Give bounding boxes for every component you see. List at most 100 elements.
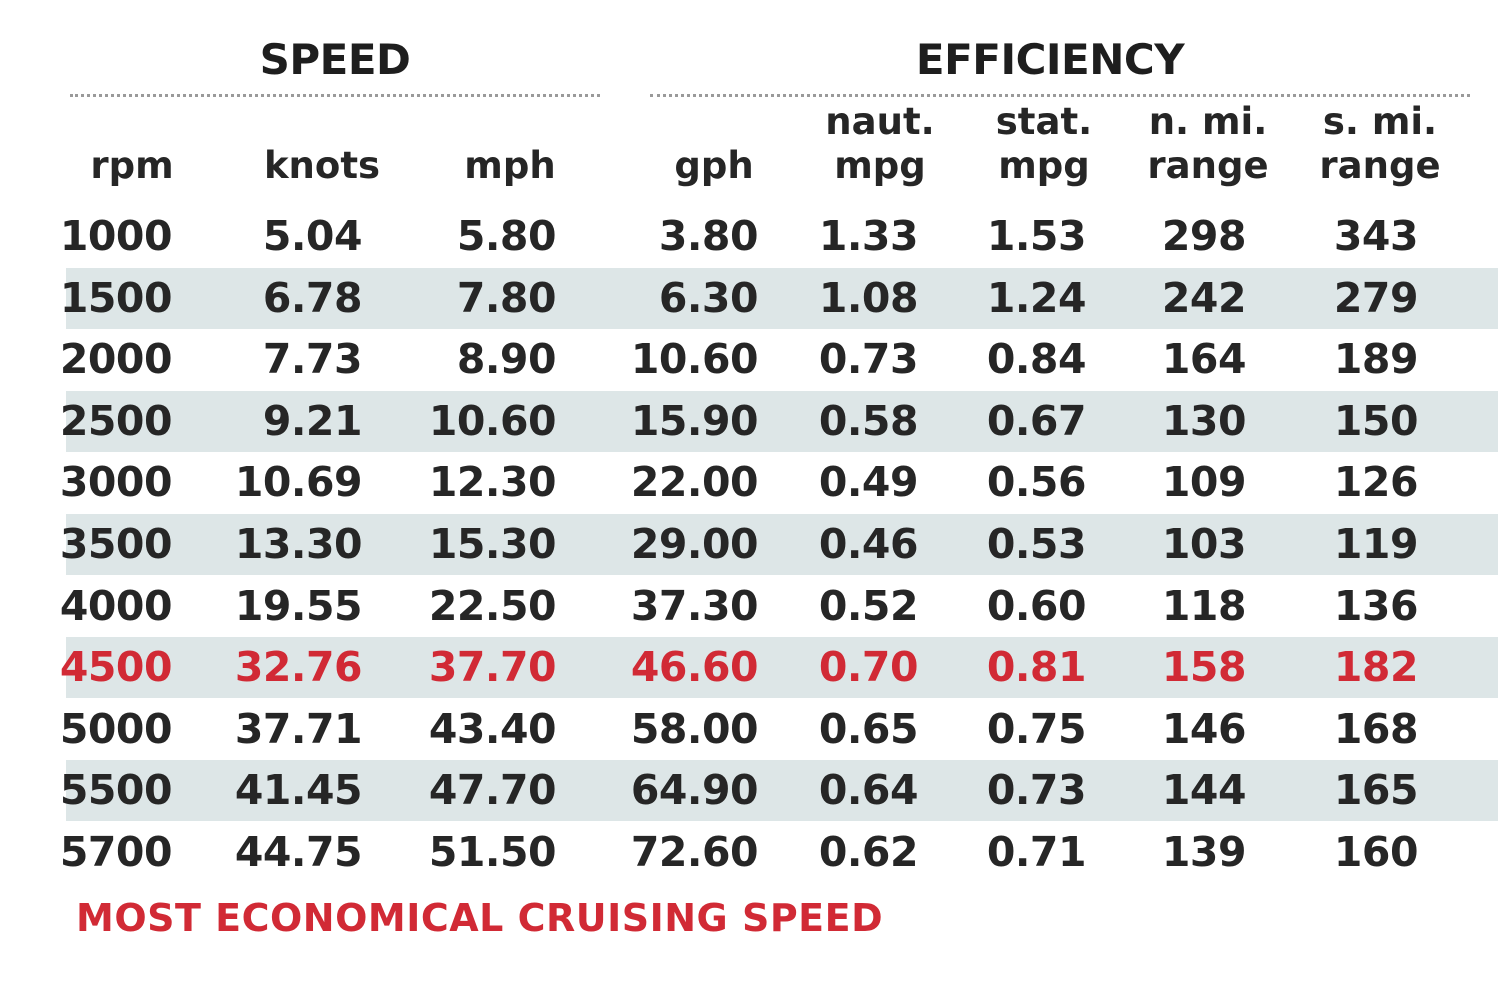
table-cell: 7.73 [262,335,363,383]
table-row: 5000 37.71 43.40 58.00 0.65 0.75 146 168 [60,699,1498,760]
table-cell: 4000 [59,582,173,630]
table-cell: 43.40 [428,705,557,753]
footnote: MOST ECONOMICAL CRUISING SPEED [76,896,884,940]
table-cell: 118 [1161,582,1247,630]
efficiency-group-title: EFFICIENCY [915,35,1185,84]
table-cell: 4500 [59,643,173,691]
table-row: 1500 6.78 7.80 6.30 1.08 1.24 242 279 [60,268,1498,329]
table-cell: 144 [1161,766,1247,814]
table-cell: 19.55 [234,582,363,630]
table-cell: 10.60 [428,397,557,445]
column-header-line1: naut. [825,100,935,143]
table-cell: 126 [1333,458,1419,506]
table-cell: 0.52 [818,582,919,630]
table-cell: 5.04 [262,212,363,260]
table-cell: 15.30 [428,520,557,568]
column-header-line2: gph [674,144,754,187]
table-cell: 72.60 [630,828,759,876]
table-cell: 1.24 [986,274,1087,322]
table-row: 2500 9.21 10.60 15.90 0.58 0.67 130 150 [60,391,1498,452]
table-cell: 242 [1161,274,1247,322]
table-cell: 1.08 [818,274,919,322]
efficiency-group-divider [650,94,1470,97]
table-cell: 0.65 [818,705,919,753]
table-cell: 139 [1161,828,1247,876]
table-cell: 165 [1333,766,1419,814]
table-cell: 22.00 [630,458,759,506]
speed-group-divider [70,94,600,97]
table-cell: 158 [1161,643,1247,691]
table-cell: 0.62 [818,828,919,876]
table-cell: 12.30 [428,458,557,506]
table-cell: 47.70 [428,766,557,814]
table-cell: 103 [1161,520,1247,568]
table-cell: 0.64 [818,766,919,814]
column-header-line1: s. mi. [1322,100,1438,143]
table-cell: 0.56 [986,458,1087,506]
table-cell: 279 [1333,274,1419,322]
table-row: 5500 41.45 47.70 64.90 0.64 0.73 144 165 [60,760,1498,821]
table-cell: 343 [1333,212,1419,260]
table-row: 3000 10.69 12.30 22.00 0.49 0.56 109 126 [60,452,1498,513]
table-cell: 58.00 [630,705,759,753]
table-cell: 9.21 [262,397,363,445]
table-cell: 1500 [59,274,173,322]
column-header: gph [624,100,804,188]
table-cell: 0.75 [986,705,1087,753]
column-header-line2: mph [464,144,556,187]
table-cell: 1.53 [986,212,1087,260]
table-cell: 41.45 [234,766,363,814]
table-cell: 160 [1333,828,1419,876]
column-header: rpm [42,100,222,188]
table-cell: 10.69 [234,458,363,506]
column-header: knots [232,100,412,188]
column-header: mph [420,100,600,188]
column-header-line1 [42,100,222,144]
table-cell: 15.90 [630,397,759,445]
table-cell: 64.90 [630,766,759,814]
table-cell: 13.30 [234,520,363,568]
table-cell: 32.76 [234,643,363,691]
table-cell: 6.30 [658,274,759,322]
table-row: 1000 5.04 5.80 3.80 1.33 1.53 298 343 [60,206,1498,267]
table-cell: 29.00 [630,520,759,568]
column-header-line1: n. mi. [1148,100,1268,143]
table-cell: 37.30 [630,582,759,630]
column-header-line1: stat. [995,100,1093,143]
table-cell: 0.73 [818,335,919,383]
column-header-line2: range [1319,144,1441,187]
column-header-line2: mpg [834,144,926,187]
table-cell: 0.49 [818,458,919,506]
table-cell: 46.60 [630,643,759,691]
table-cell: 0.73 [986,766,1087,814]
table-cell: 3.80 [658,212,759,260]
column-header-line1 [624,100,804,144]
table-cell: 3500 [59,520,173,568]
table-cell: 3000 [59,458,173,506]
table-cell: 0.67 [986,397,1087,445]
speed-group-title: SPEED [259,35,411,84]
table-cell: 1000 [59,212,173,260]
column-header: naut. mpg [790,100,970,188]
table-cell: 7.80 [456,274,557,322]
table-cell: 2000 [59,335,173,383]
table-cell: 0.53 [986,520,1087,568]
table-cell: 298 [1161,212,1247,260]
table-cell: 37.70 [428,643,557,691]
table-row-highlighted: 4500 32.76 37.70 46.60 0.70 0.81 158 182 [60,637,1498,698]
column-header-line1 [420,100,600,144]
table-cell: 5500 [59,766,173,814]
table-cell: 0.58 [818,397,919,445]
column-header: stat. mpg [954,100,1134,188]
table-row: 2000 7.73 8.90 10.60 0.73 0.84 164 189 [60,329,1498,390]
table-cell: 44.75 [234,828,363,876]
table-cell: 8.90 [456,335,557,383]
table-cell: 37.71 [234,705,363,753]
table-cell: 109 [1161,458,1247,506]
table-cell: 1.33 [818,212,919,260]
column-header-line1 [232,100,412,144]
column-header-line2: range [1147,144,1269,187]
table-cell: 10.60 [630,335,759,383]
table-cell: 0.71 [986,828,1087,876]
table-cell: 2500 [59,397,173,445]
